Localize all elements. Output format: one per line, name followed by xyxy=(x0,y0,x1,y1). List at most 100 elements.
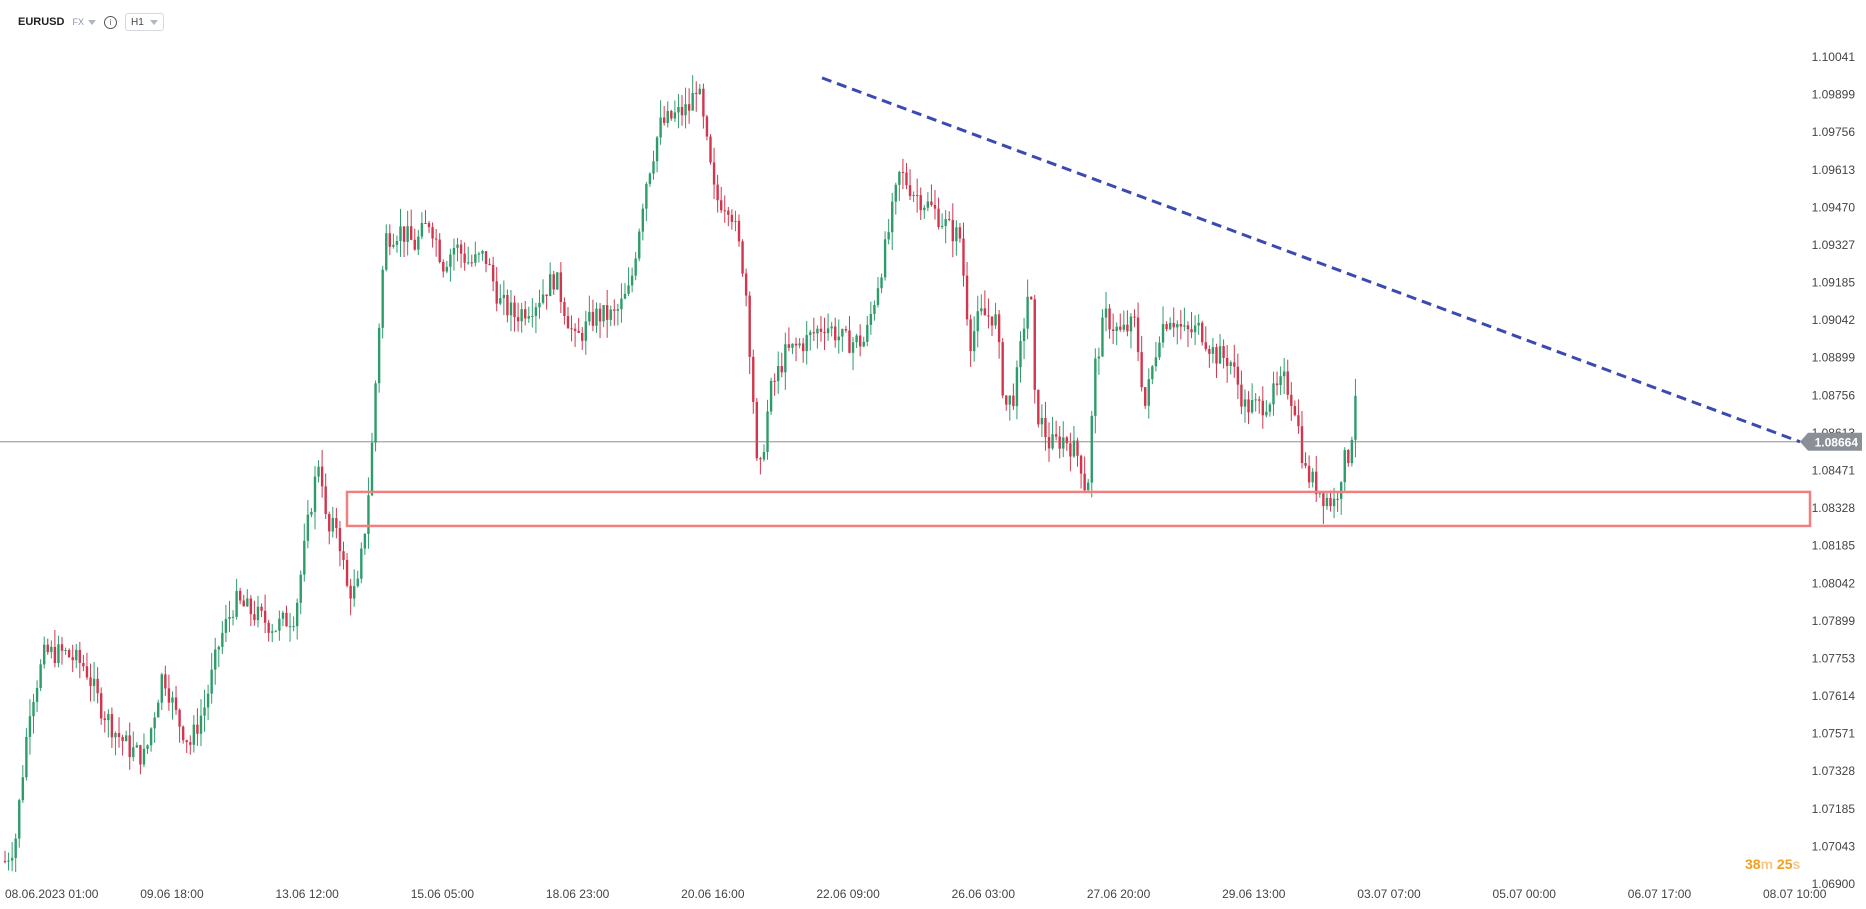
candle-body xyxy=(395,241,399,245)
candle-body xyxy=(317,466,320,477)
candle-body xyxy=(288,626,292,628)
candle-body xyxy=(1122,324,1126,330)
timeframe-select[interactable]: H1 xyxy=(124,13,164,31)
candle-body xyxy=(705,116,709,137)
candle-body xyxy=(1354,395,1357,440)
candle-body xyxy=(242,600,245,607)
candle-body xyxy=(1104,308,1108,318)
candle-body xyxy=(249,598,253,615)
candle-body xyxy=(548,274,552,297)
candle-body xyxy=(556,272,559,290)
candle-body xyxy=(1304,462,1307,466)
candle-body xyxy=(588,311,591,322)
candle-body xyxy=(374,383,377,443)
time-axis[interactable]: 08.06.2023 01:00 09.06 18:00 13.06 12:00 15… xyxy=(5,887,1827,901)
candle-body xyxy=(1272,383,1275,405)
info-icon[interactable]: i xyxy=(103,15,117,29)
candle-body xyxy=(189,742,192,745)
candle-body xyxy=(342,551,345,560)
candle-body xyxy=(1033,299,1036,390)
candle-body xyxy=(509,302,513,316)
candle-body xyxy=(1293,405,1297,416)
candle-body xyxy=(338,528,342,552)
candle-body xyxy=(1265,411,1268,416)
candle-body xyxy=(901,171,905,173)
candle-body xyxy=(438,239,441,263)
candle-body xyxy=(520,309,523,322)
candle-body xyxy=(381,269,384,328)
candle-body xyxy=(1147,379,1150,406)
candle-body xyxy=(873,304,876,314)
candle-body xyxy=(980,308,983,312)
time-tick-label: 08.06.2023 01:00 xyxy=(5,887,99,901)
candle-body xyxy=(345,559,349,586)
candle-body xyxy=(919,195,922,211)
candle-body xyxy=(35,687,39,702)
candle-body xyxy=(1054,434,1058,437)
time-tick-label: 06.07 17:00 xyxy=(1628,887,1692,901)
candle-body xyxy=(406,226,409,242)
candle-body xyxy=(1197,322,1200,326)
candle-body xyxy=(57,644,60,664)
candle-body xyxy=(801,343,805,352)
candle-body xyxy=(238,590,242,601)
candle-body xyxy=(1329,497,1332,507)
candle-body xyxy=(734,220,737,222)
candle-body xyxy=(787,344,791,348)
candle-body xyxy=(1144,387,1147,406)
candle-body xyxy=(1012,395,1015,407)
price-tick-label: 1.09327 xyxy=(1812,238,1856,252)
candle-body xyxy=(723,210,726,212)
candle-body xyxy=(759,458,762,460)
candle-body xyxy=(431,227,434,239)
candle-body xyxy=(1047,437,1051,449)
candle-body xyxy=(1115,326,1118,331)
candle-body xyxy=(228,616,231,620)
candle-body xyxy=(609,309,612,320)
candle-body xyxy=(171,697,174,703)
candle-body xyxy=(146,745,149,749)
candle-body xyxy=(82,662,85,667)
candle-body xyxy=(933,205,937,209)
candle-body xyxy=(1204,342,1207,350)
candle-body xyxy=(773,380,776,382)
time-tick-label: 13.06 12:00 xyxy=(275,887,339,901)
chevron-down-icon[interactable] xyxy=(87,19,96,25)
candle-body xyxy=(1211,347,1215,354)
candle-body xyxy=(28,716,32,738)
candle-body xyxy=(474,254,477,263)
price-tick-label: 1.09470 xyxy=(1812,200,1856,214)
chart-toolbar: EURUSD FX i H1 xyxy=(18,13,164,31)
time-tick-label: 29.06 13:00 xyxy=(1222,887,1286,901)
time-tick-label: 05.07 00:00 xyxy=(1493,887,1557,901)
support-zone xyxy=(345,490,1812,528)
candle-body xyxy=(1225,357,1229,366)
candle-body xyxy=(1158,342,1161,358)
timeframe-value: H1 xyxy=(130,16,144,28)
candle-body xyxy=(42,644,46,665)
candle-body xyxy=(1240,384,1243,407)
price-axis[interactable]: 1.10041 1.09899 1.09756 1.09613 1.09470 1.093… xyxy=(1800,50,1862,891)
candle-body xyxy=(648,173,652,184)
candle-body xyxy=(848,330,851,353)
candle-body xyxy=(331,518,335,532)
candle-body xyxy=(1165,324,1168,330)
price-tick-label: 1.09613 xyxy=(1812,163,1856,177)
candle-body xyxy=(67,650,71,658)
candle-body xyxy=(149,728,153,746)
candle-body xyxy=(235,590,238,617)
candle-body xyxy=(834,326,837,341)
candle-body xyxy=(1119,326,1122,330)
candle-body xyxy=(962,238,965,276)
candle-body xyxy=(709,136,712,163)
candle-body xyxy=(841,329,844,337)
candle-body xyxy=(1087,482,1090,491)
candle-body xyxy=(969,319,972,352)
candle-body xyxy=(598,308,602,322)
candle-body xyxy=(524,309,527,319)
candle-body xyxy=(499,298,502,304)
candle-body xyxy=(424,222,427,224)
time-tick-label: 18.06 23:00 xyxy=(546,887,610,901)
symbol-label[interactable]: EURUSD xyxy=(18,16,65,28)
